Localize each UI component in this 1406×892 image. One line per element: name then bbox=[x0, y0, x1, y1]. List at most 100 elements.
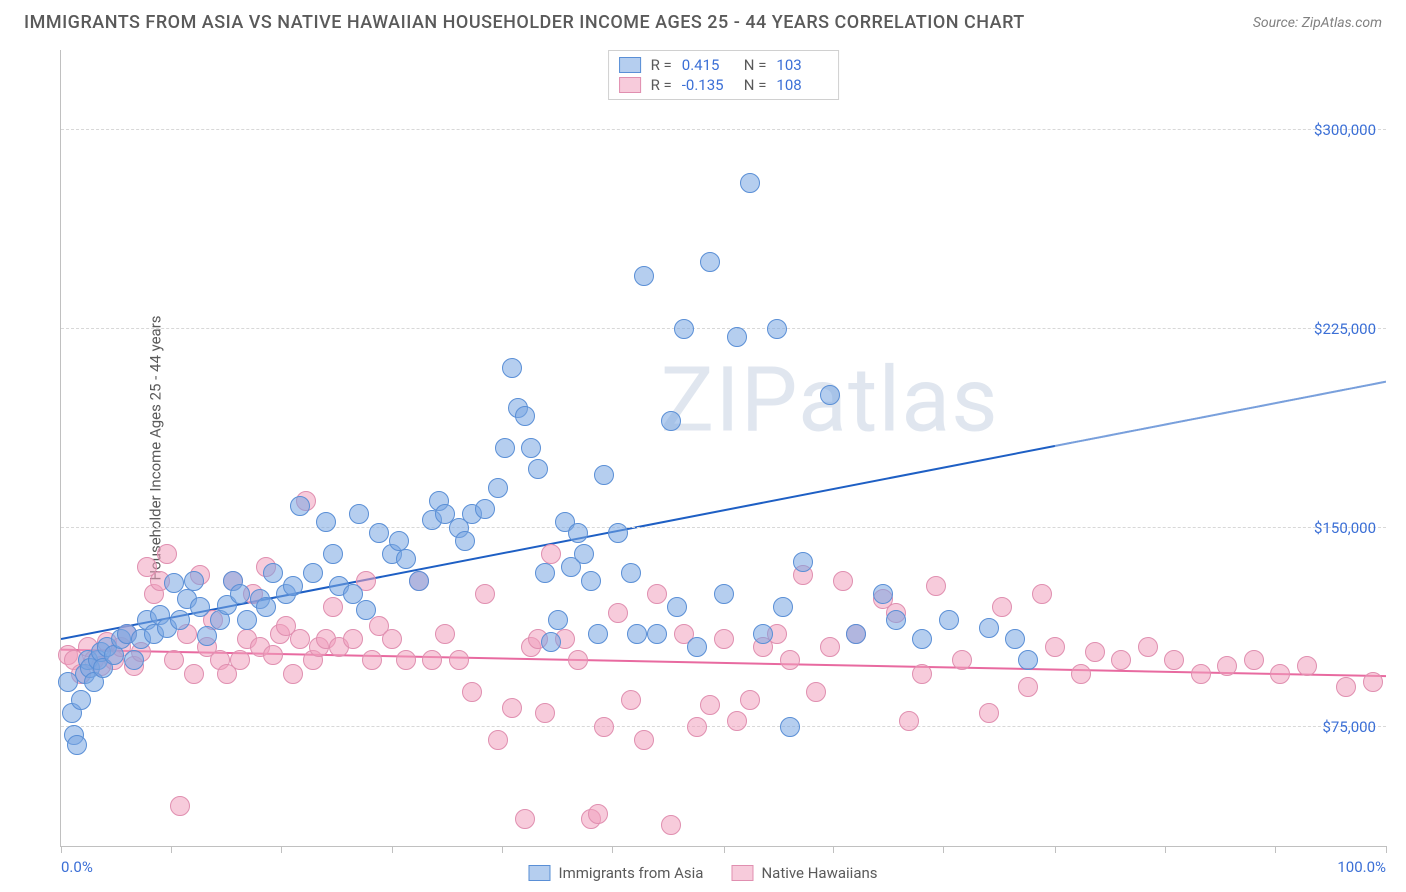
scatter-point-a bbox=[621, 563, 641, 583]
scatter-point-a bbox=[687, 637, 707, 657]
scatter-point-a bbox=[886, 610, 906, 630]
stat-n-b: 108 bbox=[776, 76, 828, 94]
trend-line-a-dashed bbox=[1055, 382, 1386, 446]
scatter-point-a bbox=[541, 632, 561, 652]
y-tick-label: $300,000 bbox=[1314, 121, 1376, 139]
scatter-point-a bbox=[455, 531, 475, 551]
scatter-point-b bbox=[833, 571, 853, 591]
scatter-point-a bbox=[256, 597, 276, 617]
scatter-point-a bbox=[700, 252, 720, 272]
scatter-point-a bbox=[316, 512, 336, 532]
scatter-point-a bbox=[773, 597, 793, 617]
x-tick bbox=[1275, 846, 1276, 853]
scatter-point-a bbox=[303, 563, 323, 583]
stat-r-label: R = bbox=[651, 76, 672, 94]
scatter-point-b bbox=[912, 664, 932, 684]
scatter-point-b bbox=[1217, 656, 1237, 676]
stat-r-b: -0.135 bbox=[682, 76, 734, 94]
scatter-point-a bbox=[753, 624, 773, 644]
scatter-point-b bbox=[283, 664, 303, 684]
scatter-point-b bbox=[714, 629, 734, 649]
scatter-point-a bbox=[356, 600, 376, 620]
scatter-point-a bbox=[727, 327, 747, 347]
x-tick bbox=[1165, 846, 1166, 853]
bottom-legend: Immigrants from Asia Native Hawaiians bbox=[528, 864, 877, 882]
y-tick-label: $225,000 bbox=[1314, 320, 1376, 338]
scatter-point-b bbox=[1111, 650, 1131, 670]
scatter-point-b bbox=[687, 717, 707, 737]
swatch-series-a bbox=[619, 57, 641, 73]
scatter-point-b bbox=[588, 804, 608, 824]
scatter-point-a bbox=[502, 358, 522, 378]
scatter-point-b bbox=[820, 637, 840, 657]
scatter-point-a bbox=[323, 544, 343, 564]
scatter-point-b bbox=[594, 717, 614, 737]
scatter-point-a bbox=[912, 629, 932, 649]
stat-r-label: R = bbox=[651, 56, 672, 74]
scatter-point-b bbox=[488, 730, 508, 750]
scatter-point-a bbox=[581, 571, 601, 591]
scatter-point-b bbox=[979, 703, 999, 723]
scatter-point-b bbox=[1032, 584, 1052, 604]
scatter-point-b bbox=[608, 603, 628, 623]
scatter-point-b bbox=[396, 650, 416, 670]
scatter-point-b bbox=[263, 645, 283, 665]
scatter-point-a bbox=[574, 544, 594, 564]
stat-n-label: N = bbox=[744, 56, 767, 74]
stat-r-a: 0.415 bbox=[682, 56, 734, 74]
scatter-point-a bbox=[67, 735, 87, 755]
scatter-point-a bbox=[979, 618, 999, 638]
scatter-point-b bbox=[343, 629, 363, 649]
scatter-point-b bbox=[515, 809, 535, 829]
swatch-series-b bbox=[731, 865, 753, 881]
scatter-point-b bbox=[647, 584, 667, 604]
scatter-point-b bbox=[435, 624, 455, 644]
scatter-point-a bbox=[608, 523, 628, 543]
scatter-point-a bbox=[475, 499, 495, 519]
x-tick bbox=[1055, 846, 1056, 853]
scatter-point-b bbox=[164, 650, 184, 670]
scatter-point-b bbox=[323, 597, 343, 617]
scatter-point-b bbox=[1164, 650, 1184, 670]
scatter-point-a bbox=[528, 459, 548, 479]
scatter-point-a bbox=[71, 690, 91, 710]
x-tick bbox=[1386, 846, 1387, 853]
scatter-point-a bbox=[349, 504, 369, 524]
scatter-point-a bbox=[780, 717, 800, 737]
scatter-point-a bbox=[197, 626, 217, 646]
scatter-point-b bbox=[1071, 664, 1091, 684]
legend-label-b: Native Hawaiians bbox=[761, 864, 877, 882]
scatter-point-a bbox=[846, 624, 866, 644]
scatter-point-a bbox=[674, 319, 694, 339]
scatter-point-a bbox=[263, 563, 283, 583]
scatter-point-a bbox=[515, 406, 535, 426]
scatter-point-a bbox=[594, 465, 614, 485]
x-tick bbox=[61, 846, 62, 853]
scatter-point-a bbox=[521, 438, 541, 458]
scatter-point-b bbox=[170, 796, 190, 816]
scatter-point-a bbox=[369, 523, 389, 543]
scatter-point-b bbox=[661, 815, 681, 835]
scatter-point-a bbox=[409, 571, 429, 591]
scatter-point-a bbox=[627, 624, 647, 644]
scatter-point-b bbox=[568, 650, 588, 670]
x-tick bbox=[502, 846, 503, 853]
stats-row-a: R = 0.415 N = 103 bbox=[619, 55, 829, 75]
scatter-point-b bbox=[952, 650, 972, 670]
scatter-point-a bbox=[588, 624, 608, 644]
x-tick bbox=[392, 846, 393, 853]
scatter-point-b bbox=[899, 711, 919, 731]
scatter-point-a bbox=[820, 385, 840, 405]
scatter-point-a bbox=[740, 173, 760, 193]
scatter-point-a bbox=[873, 584, 893, 604]
scatter-point-b bbox=[621, 690, 641, 710]
gridline bbox=[61, 726, 1386, 727]
scatter-point-b bbox=[382, 629, 402, 649]
scatter-point-b bbox=[992, 597, 1012, 617]
scatter-point-a bbox=[396, 549, 416, 569]
scatter-point-a bbox=[190, 597, 210, 617]
scatter-point-a bbox=[767, 319, 787, 339]
scatter-point-a bbox=[793, 552, 813, 572]
scatter-point-a bbox=[939, 610, 959, 630]
swatch-series-b bbox=[619, 77, 641, 93]
